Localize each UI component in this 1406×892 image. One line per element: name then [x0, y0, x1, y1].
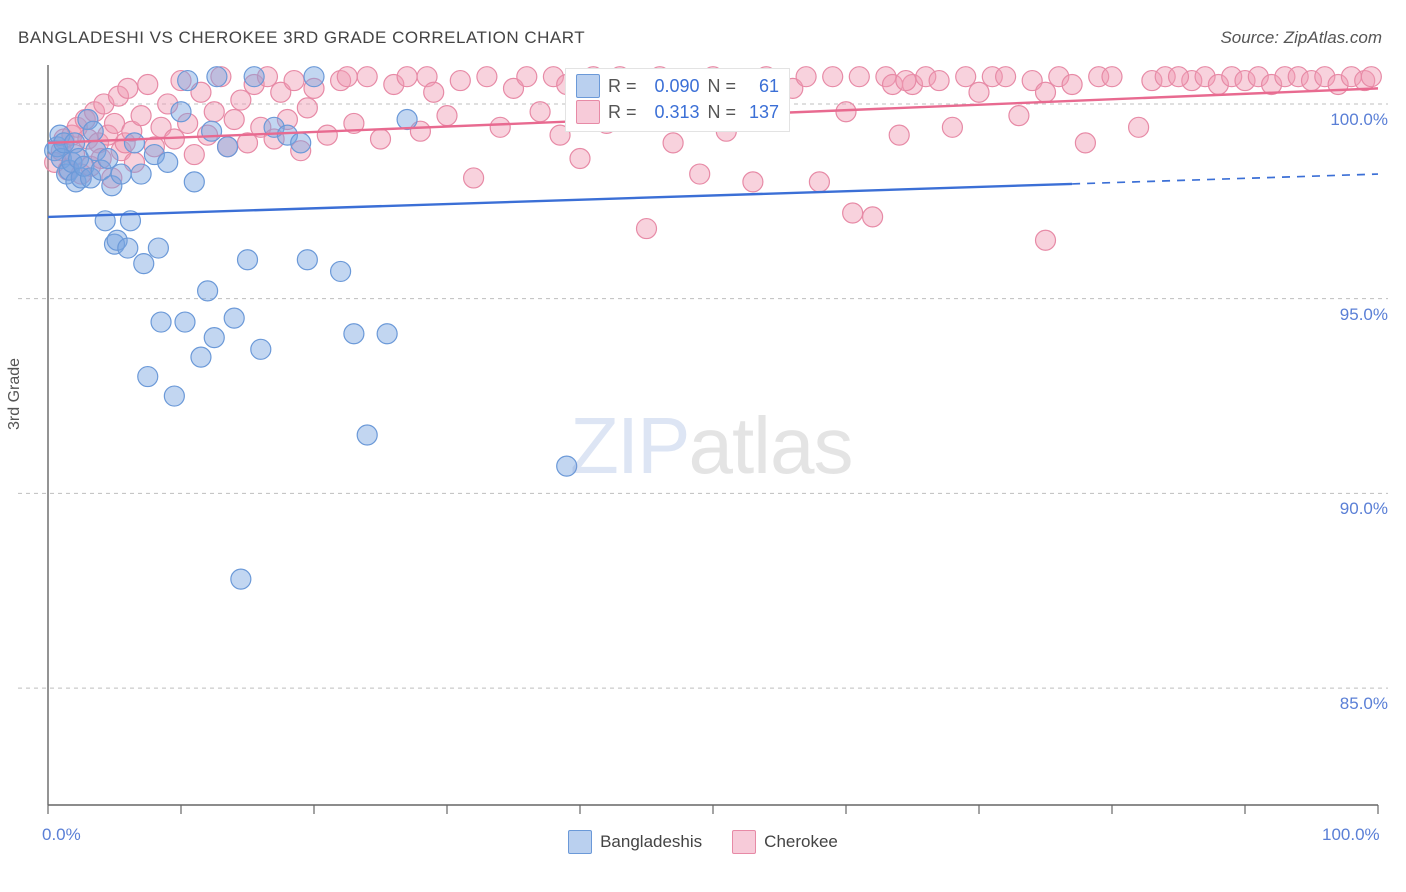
stats-r-value-cherokee: 0.313 [645, 99, 700, 125]
source-label: Source: ZipAtlas.com [1220, 28, 1382, 48]
legend-item-cherokee: Cherokee [732, 830, 838, 854]
y-tick-label: 95.0% [1308, 305, 1388, 325]
legend-swatch-bangladeshis [568, 830, 592, 854]
y-tick-label: 90.0% [1308, 499, 1388, 519]
stats-r-label: R = [608, 73, 637, 99]
y-tick-label: 100.0% [1308, 110, 1388, 130]
chart-container: BANGLADESHI VS CHEROKEE 3RD GRADE CORREL… [0, 0, 1406, 892]
y-tick-label: 85.0% [1308, 694, 1388, 714]
stats-swatch-bangladeshis [576, 74, 600, 98]
y-axis-label: 3rd Grade [6, 358, 24, 430]
legend-label-cherokee: Cherokee [764, 832, 838, 852]
legend: Bangladeshis Cherokee [0, 830, 1406, 854]
stats-n-value-cherokee: 137 [744, 99, 779, 125]
stats-r-value-bangladeshis: 0.090 [645, 73, 700, 99]
stats-n-label: N = [708, 99, 737, 125]
stats-row-cherokee: R = 0.313 N = 137 [576, 99, 779, 125]
chart-title: BANGLADESHI VS CHEROKEE 3RD GRADE CORREL… [18, 28, 585, 48]
stats-box: R = 0.090 N = 61 R = 0.313 N = 137 [565, 68, 790, 132]
stats-r-label: R = [608, 99, 637, 125]
plot-area [48, 65, 1378, 805]
legend-label-bangladeshis: Bangladeshis [600, 832, 702, 852]
stats-row-bangladeshis: R = 0.090 N = 61 [576, 73, 779, 99]
plot-svg [48, 65, 1378, 805]
stats-n-label: N = [708, 73, 737, 99]
stats-swatch-cherokee [576, 100, 600, 124]
stats-n-value-bangladeshis: 61 [744, 73, 779, 99]
legend-item-bangladeshis: Bangladeshis [568, 830, 702, 854]
legend-swatch-cherokee [732, 830, 756, 854]
